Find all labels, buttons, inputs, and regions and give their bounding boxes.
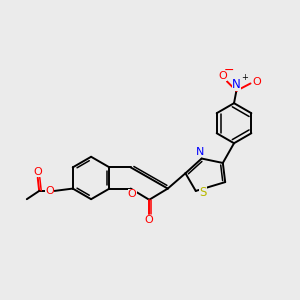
Text: O: O [33,167,42,177]
Text: S: S [200,186,207,199]
Text: O: O [253,77,261,87]
Text: O: O [45,186,54,196]
Text: N: N [232,78,241,91]
Text: O: O [128,190,136,200]
Text: −: − [224,64,235,77]
Text: O: O [145,215,154,225]
Text: O: O [218,71,227,81]
Text: +: + [241,74,248,82]
Text: N: N [196,147,204,157]
